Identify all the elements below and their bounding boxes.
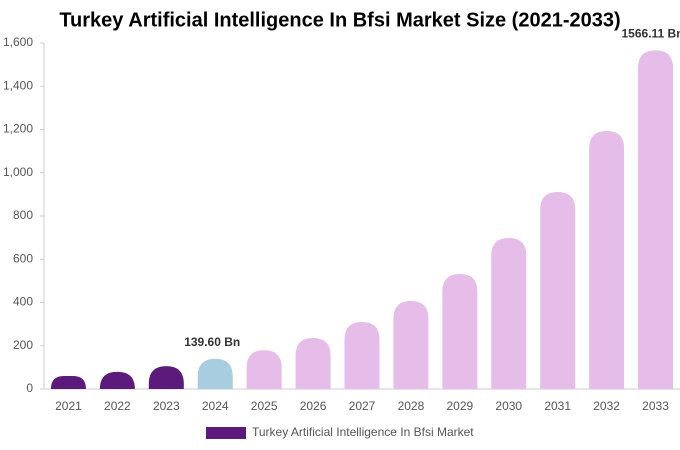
value-label: 1566.11 Bn — [622, 27, 680, 41]
y-tick-label: 800 — [13, 208, 33, 222]
bar — [50, 376, 86, 389]
x-tick-label: 2023 — [153, 399, 180, 413]
bar — [295, 337, 331, 389]
bar — [393, 300, 429, 389]
bar — [99, 371, 135, 389]
legend-swatch — [206, 427, 246, 439]
bar — [540, 191, 576, 389]
bar — [589, 131, 625, 390]
x-tick-label: 2030 — [495, 399, 522, 413]
bar — [197, 358, 233, 389]
bar — [148, 366, 184, 389]
x-tick-label: 2024 — [202, 399, 229, 413]
x-tick-label: 2029 — [446, 399, 473, 413]
legend-label: Turkey Artificial Intelligence In Bfsi M… — [252, 425, 474, 439]
x-tick-label: 2022 — [104, 399, 131, 413]
y-tick-label: 400 — [13, 295, 33, 309]
bar — [246, 350, 282, 389]
y-tick-label: 1,000 — [3, 165, 33, 179]
x-tick-label: 2025 — [251, 399, 278, 413]
x-tick-label: 2032 — [593, 399, 620, 413]
x-tick-label: 2028 — [398, 399, 425, 413]
y-tick-label: 1,200 — [3, 122, 33, 136]
x-tick-label: 2027 — [349, 399, 376, 413]
x-tick-label: 2033 — [642, 399, 669, 413]
x-tick-label: 2021 — [55, 399, 82, 413]
bar — [344, 321, 380, 389]
y-tick-label: 1,400 — [3, 78, 33, 92]
bar — [638, 50, 674, 390]
chart-title: Turkey Artificial Intelligence In Bfsi M… — [59, 9, 620, 31]
x-tick-label: 2031 — [544, 399, 571, 413]
bar — [442, 273, 478, 389]
y-tick-label: 200 — [13, 338, 33, 352]
y-tick-label: 1,600 — [3, 35, 33, 49]
value-label: 139.60 Bn — [184, 335, 240, 349]
y-tick-label: 600 — [13, 251, 33, 265]
bar — [491, 238, 527, 389]
x-tick-label: 2026 — [300, 399, 327, 413]
y-tick-label: 0 — [26, 381, 33, 395]
